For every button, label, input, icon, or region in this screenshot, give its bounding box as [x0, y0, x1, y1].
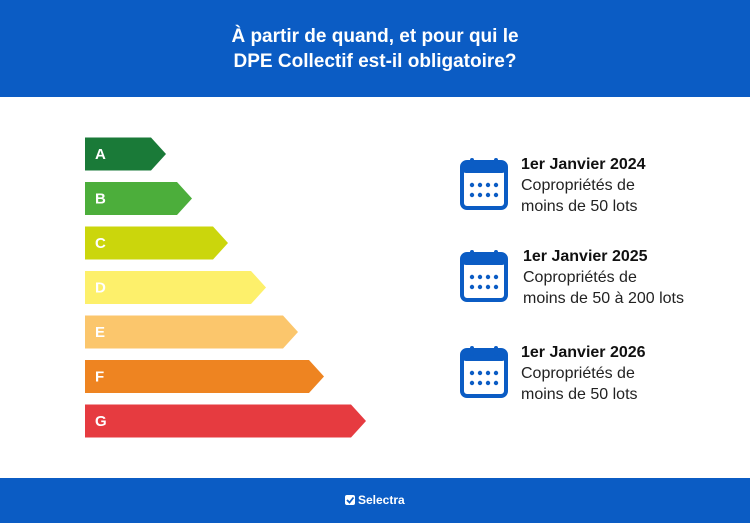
calendar-icon: [460, 346, 508, 398]
footer-band: [0, 478, 750, 523]
deadline-description: Copropriétés de: [523, 269, 637, 286]
energy-class-label: E: [95, 324, 105, 341]
calendar-dot: [485, 284, 491, 290]
calendar-dot: [469, 192, 475, 198]
calendar-dot: [485, 192, 491, 198]
calendar-ring: [470, 346, 474, 356]
calendar-ring: [494, 158, 498, 168]
calendar-dot: [469, 182, 475, 188]
calendar-dot: [493, 192, 499, 198]
title-line: À partir de quand, et pour qui le: [231, 25, 518, 47]
title-line: DPE Collectif est-il obligatoire?: [234, 51, 517, 72]
energy-arrow: [85, 315, 298, 349]
calendar-dot: [493, 182, 499, 188]
deadline-date: 1er Janvier 2024: [521, 156, 646, 173]
calendar-dot: [469, 274, 475, 280]
energy-class-label: B: [95, 190, 106, 207]
calendar-ring: [494, 250, 498, 260]
energy-class-label: C: [95, 235, 106, 252]
calendar-ring: [494, 346, 498, 356]
deadline-description: moins de 50 lots: [521, 198, 638, 215]
header-band: [0, 0, 750, 97]
energy-class-label: F: [95, 368, 104, 385]
deadline-description: Copropriétés de: [521, 365, 635, 382]
energy-arrow: [85, 404, 366, 438]
energy-class-label: A: [95, 146, 106, 163]
calendar-dot: [493, 274, 499, 280]
energy-arrow: [85, 360, 324, 393]
calendar-icon: [460, 250, 508, 302]
energy-arrow: [85, 226, 228, 260]
brand-name: Selectra: [358, 493, 405, 507]
calendar-dot: [485, 380, 491, 386]
energy-class-label: G: [95, 413, 107, 430]
brand-logo: [345, 495, 355, 505]
energy-arrow: [85, 182, 192, 215]
calendar-top: [462, 350, 506, 361]
calendar-icon: [460, 158, 508, 210]
calendar-dot: [477, 380, 483, 386]
energy-arrow: [85, 271, 266, 304]
calendar-dot: [477, 370, 483, 376]
calendar-dot: [493, 370, 499, 376]
calendar-dot: [485, 182, 491, 188]
deadline-description: moins de 50 lots: [521, 386, 638, 403]
calendar-ring: [470, 250, 474, 260]
deadline-description: Copropriétés de: [521, 177, 635, 194]
calendar-dot: [469, 380, 475, 386]
energy-arrow: [85, 137, 166, 171]
calendar-dot: [469, 284, 475, 290]
energy-class-label: D: [95, 279, 106, 296]
calendar-ring: [470, 158, 474, 168]
calendar-top: [462, 162, 506, 173]
calendar-dot: [493, 284, 499, 290]
calendar-dot: [485, 370, 491, 376]
calendar-dot: [485, 274, 491, 280]
calendar-dot: [493, 380, 499, 386]
calendar-dot: [477, 284, 483, 290]
deadline-date: 1er Janvier 2026: [521, 344, 646, 361]
calendar-dot: [477, 192, 483, 198]
calendar-top: [462, 254, 506, 265]
deadline-description: moins de 50 à 200 lots: [523, 290, 684, 307]
calendar-dot: [477, 182, 483, 188]
calendar-dot: [477, 274, 483, 280]
deadline-date: 1er Janvier 2025: [523, 248, 648, 265]
calendar-dot: [469, 370, 475, 376]
